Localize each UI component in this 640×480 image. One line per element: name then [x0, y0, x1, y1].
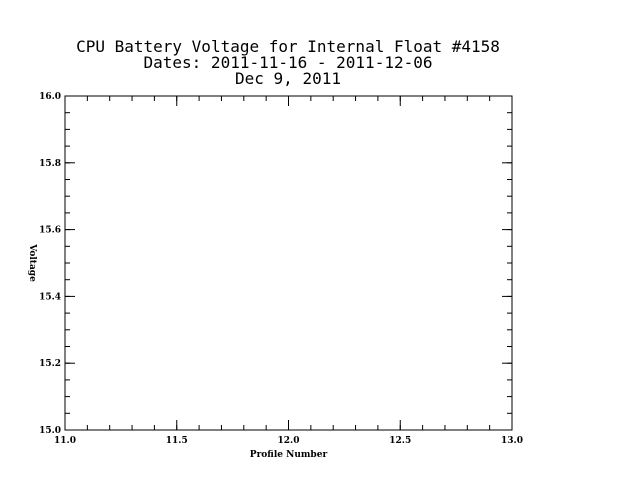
- x-tick-label: 12.0: [278, 436, 300, 446]
- y-tick-label: 15.0: [39, 426, 61, 436]
- title-line-3: Dec 9, 2011: [235, 69, 341, 88]
- y-tick-label: 16.0: [39, 92, 61, 102]
- x-tick-label: 12.5: [389, 436, 411, 446]
- chart-title: CPU Battery Voltage for Internal Float #…: [76, 37, 500, 88]
- plot-frame: [64, 95, 513, 431]
- y-tick-label: 15.2: [39, 359, 61, 369]
- x-tick-label: 11.5: [166, 436, 188, 446]
- y-axis-label: Voltage: [27, 243, 37, 282]
- x-tick-label: 11.0: [54, 436, 76, 446]
- title-line-1: CPU Battery Voltage for Internal Float #…: [76, 37, 500, 56]
- y-tick-label: 15.6: [39, 226, 61, 236]
- y-axis: 15.0 15.2 15.4 15.6 15.8 16.0: [39, 92, 512, 436]
- y-tick-label: 15.4: [39, 292, 61, 302]
- title-line-2: Dates: 2011-11-16 - 2011-12-06: [144, 53, 433, 72]
- y-tick-label: 15.8: [39, 159, 61, 169]
- x-axis-label: Profile Number: [250, 450, 328, 460]
- x-axis: 11.0 11.5 12.0 12.5 13.0: [54, 96, 523, 446]
- x-tick-label: 13.0: [501, 436, 523, 446]
